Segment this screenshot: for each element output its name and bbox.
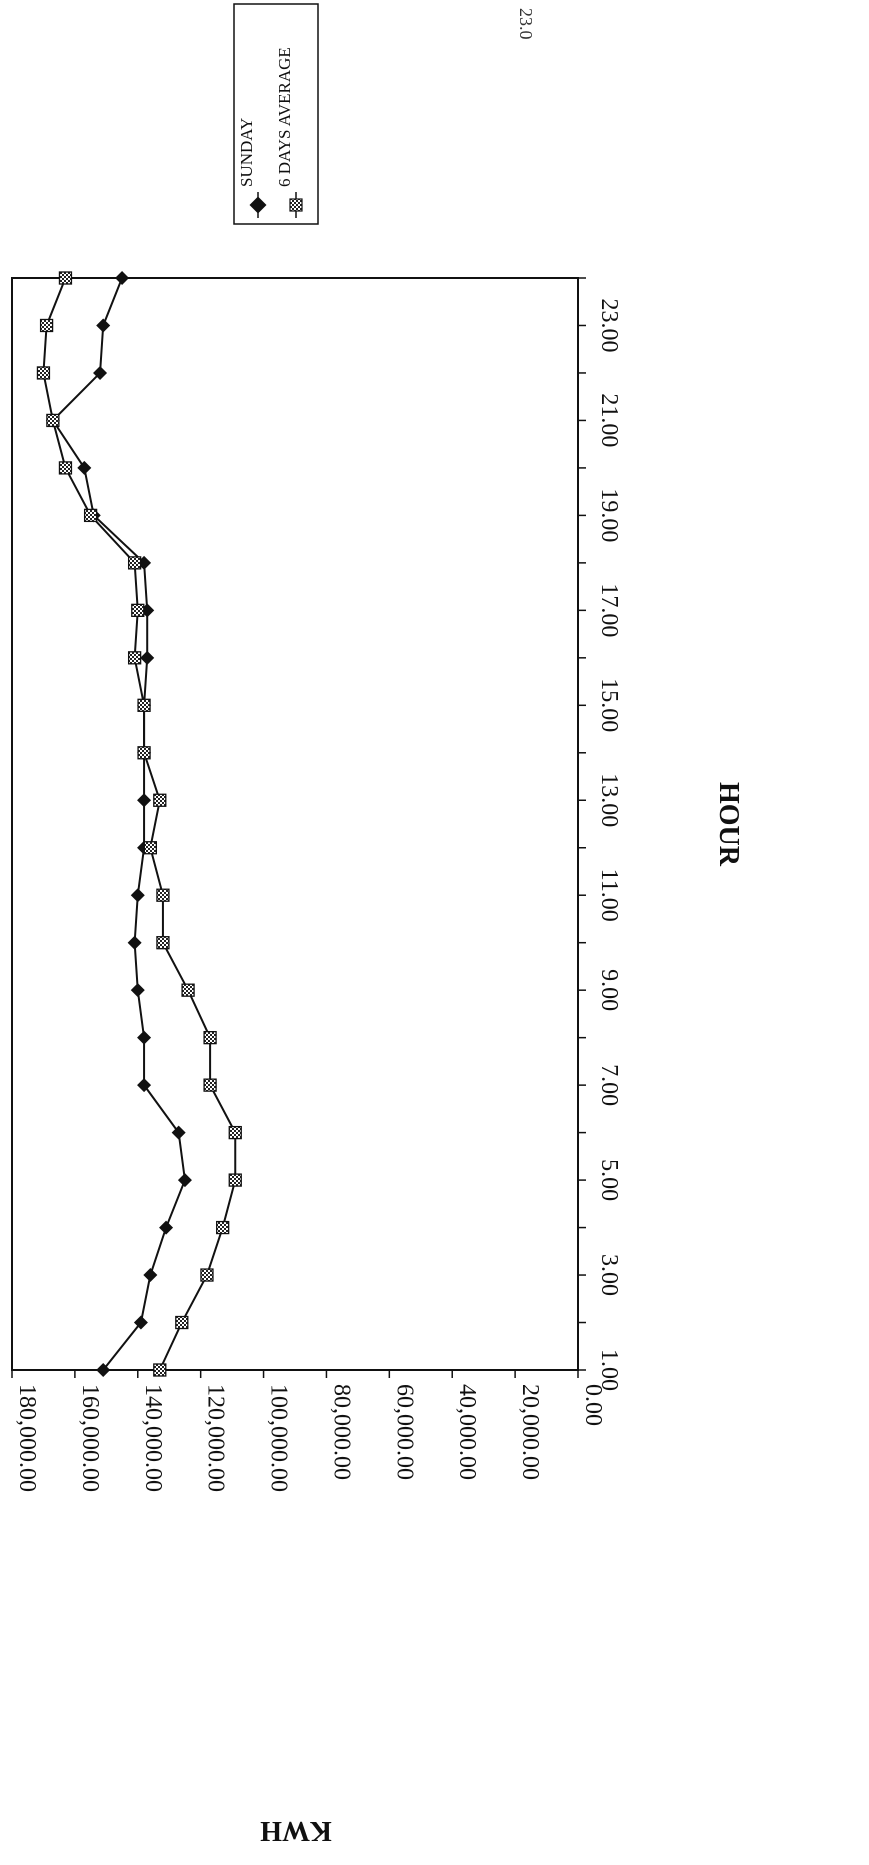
data-point-6-days-average (137, 746, 151, 760)
data-point-sunday (143, 1268, 158, 1283)
y-tick-label: 160,000.00 (77, 1384, 103, 1492)
plot-frame (11, 277, 579, 1371)
y-tick-label: 120,000.00 (203, 1384, 229, 1492)
legend-entry-sunday: SUNDAY (237, 118, 267, 218)
data-point-6-days-average (46, 413, 60, 428)
data-point-6-days-average (156, 888, 170, 902)
x-tick-label: 3.00 (596, 1254, 622, 1296)
data-point-sunday (133, 1315, 148, 1330)
data-point-sunday (127, 935, 142, 950)
legend-entry-6-days-average: 6 DAYS AVERAGE (275, 47, 303, 218)
data-point-6-days-average (39, 318, 54, 333)
data-point-sunday (137, 1078, 152, 1093)
legend-box (233, 3, 319, 225)
x-tick-label: 23.00 (596, 298, 622, 352)
y-tick-label: 0.00 (580, 1384, 606, 1426)
series-line-sunday (51, 277, 186, 1371)
data-point-6-days-average (216, 1220, 230, 1235)
x-tick-label: 11.00 (596, 869, 622, 922)
y-tick-label: 140,000.00 (140, 1384, 166, 1492)
legend-diamond-icon (249, 196, 267, 214)
data-point-6-days-average (127, 651, 142, 665)
x-tick-label: 17.00 (596, 583, 622, 637)
data-point-6-days-average (143, 841, 158, 855)
page-corner-text: 23.0 (516, 8, 536, 40)
data-point-6-days-average (200, 1268, 214, 1282)
data-point-sunday (93, 365, 108, 380)
data-point-6-days-average (175, 1315, 189, 1330)
legend-label-6-days-average: 6 DAYS AVERAGE (275, 47, 294, 187)
y-axis-title: KWH (260, 1815, 332, 1846)
y-tick-label: 20,000.00 (517, 1384, 543, 1480)
data-point-6-days-average (228, 1125, 242, 1140)
data-point-sunday (130, 888, 145, 903)
x-tick-label: 9.00 (596, 969, 622, 1011)
data-point-6-days-average (58, 461, 73, 475)
x-tick-label: 7.00 (596, 1064, 622, 1106)
data-point-sunday (96, 318, 111, 333)
data-point-sunday (137, 793, 152, 808)
x-axis-ticks: 1.00 3.00 5.00 7.00 9.00 11.00 13.00 15.00 17.00… (578, 277, 622, 1391)
data-point-sunday (137, 1030, 152, 1045)
data-point-sunday (177, 1173, 192, 1188)
data-point-6-days-average (153, 1363, 167, 1377)
legend: SUNDAY 6 DAYS AVERAGE (233, 3, 319, 225)
data-point-6-days-average (58, 271, 73, 285)
data-point-6-days-average (137, 698, 151, 712)
data-point-sunday (130, 983, 145, 998)
data-point-6-days-average (203, 1031, 217, 1045)
data-point-6-days-average (36, 366, 51, 380)
x-tick-label: 19.00 (596, 488, 622, 542)
data-point-6-days-average (203, 1078, 217, 1092)
y-tick-label: 180,000.00 (14, 1384, 40, 1492)
data-point-sunday (159, 1220, 174, 1235)
data-point-6-days-average (131, 603, 145, 617)
legend-square-icon (289, 198, 303, 212)
x-tick-label: 5.00 (596, 1159, 622, 1201)
data-point-6-days-average (153, 793, 167, 807)
data-point-sunday (140, 650, 155, 665)
x-axis-title: HOUR (713, 782, 744, 867)
data-point-sunday (115, 271, 130, 285)
data-point-6-days-average (181, 983, 195, 997)
y-tick-label: 100,000.00 (266, 1384, 292, 1492)
data-point-sunday (171, 1125, 186, 1140)
data-point-6-days-average (228, 1173, 242, 1187)
x-tick-label: 15.00 (596, 678, 622, 732)
x-tick-label: 13.00 (596, 773, 622, 827)
y-tick-label: 40,000.00 (454, 1384, 480, 1480)
y-tick-label: 80,000.00 (328, 1384, 354, 1480)
y-tick-label: 60,000.00 (391, 1384, 417, 1480)
data-point-sunday (96, 1363, 111, 1377)
y-axis-ticks: 0.00 20,000.00 40,000.00 60,000.00 80,000.00… (11, 1370, 606, 1492)
data-point-6-days-average (127, 556, 142, 570)
legend-label-sunday: SUNDAY (237, 118, 256, 187)
series-line-6-days-average (42, 277, 237, 1371)
x-tick-label: 1.00 (596, 1349, 622, 1391)
x-tick-label: 21.00 (596, 393, 622, 447)
data-point-sunday (77, 460, 92, 475)
series-layer (36, 271, 242, 1377)
data-point-6-days-average (83, 508, 98, 523)
data-point-6-days-average (156, 936, 170, 950)
